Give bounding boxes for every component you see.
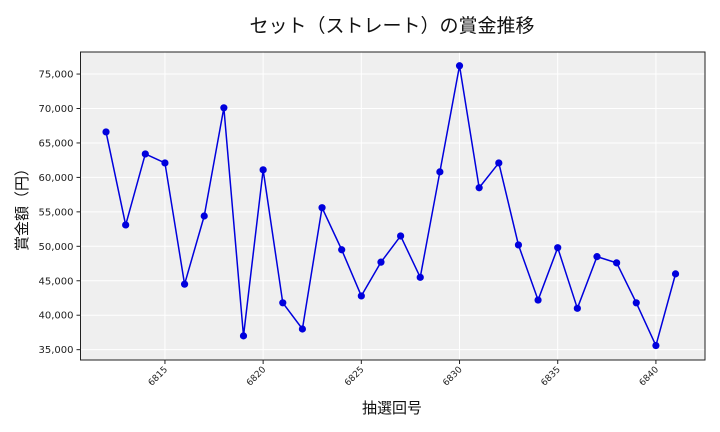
y-tick-label: 35,000: [39, 345, 74, 356]
x-tick-label: 6815: [147, 365, 170, 388]
data-series-line: [105, 65, 677, 347]
x-tick-label: 6830: [441, 365, 464, 388]
x-axis-ticks: 6815 6820 6825 6830 6835 6840: [147, 360, 661, 388]
y-tick-label: 75,000: [39, 70, 74, 81]
data-point: [554, 244, 562, 252]
data-point: [416, 273, 424, 281]
data-point: [613, 259, 621, 267]
data-points: [102, 62, 680, 350]
y-tick-label: 55,000: [39, 207, 74, 218]
data-point: [632, 299, 640, 307]
y-tick-label: 50,000: [39, 242, 74, 253]
data-point: [220, 104, 228, 112]
y-tick-label: 45,000: [39, 276, 74, 287]
data-point: [593, 253, 601, 261]
data-point: [122, 221, 130, 229]
data-point: [141, 150, 149, 158]
x-axis-label: 抽選回号: [362, 399, 422, 417]
y-tick-label: 70,000: [39, 104, 74, 115]
data-point: [534, 296, 542, 304]
data-point: [436, 168, 444, 176]
x-tick-label: 6825: [343, 365, 366, 388]
data-point: [573, 304, 581, 312]
y-tick-label: 60,000: [39, 173, 74, 184]
data-point: [671, 270, 680, 278]
data-point: [318, 204, 326, 212]
data-point: [200, 212, 208, 220]
y-tick-label: 40,000: [39, 311, 74, 322]
data-point: [475, 184, 483, 192]
data-point: [397, 232, 405, 240]
data-point: [338, 246, 346, 254]
data-point: [455, 62, 464, 70]
data-point: [102, 128, 110, 136]
data-point: [279, 299, 287, 307]
data-point: [161, 159, 169, 167]
y-axis-label: 賞金額（円）: [13, 161, 31, 251]
data-point: [298, 325, 307, 333]
data-point: [652, 341, 660, 350]
data-point: [357, 292, 365, 300]
plot-frame: [80, 51, 706, 361]
x-tick-label: 6835: [540, 365, 563, 388]
plot-area: [80, 52, 705, 360]
data-point: [180, 280, 189, 288]
data-point: [259, 166, 267, 174]
x-tick-label: 6840: [638, 365, 661, 388]
y-axis-ticks: 35,000 40,000 45,000 50,000 55,000 60,000 65,0…: [39, 70, 81, 356]
x-tick-label: 6820: [245, 365, 268, 388]
y-tick-label: 65,000: [39, 138, 74, 149]
chart-title: セット（ストレート）の賞金推移: [249, 15, 534, 37]
data-point: [377, 258, 385, 266]
data-point: [239, 332, 248, 340]
series-line: [105, 65, 677, 347]
data-point: [495, 159, 503, 167]
data-point: [514, 241, 523, 249]
